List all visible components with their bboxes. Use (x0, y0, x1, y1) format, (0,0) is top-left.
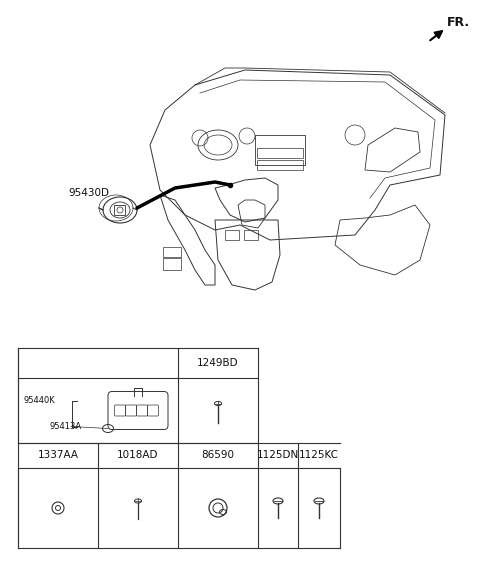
Text: 1249BD: 1249BD (197, 358, 239, 368)
Text: 95430D: 95430D (68, 188, 109, 198)
Text: 1125DN: 1125DN (257, 450, 299, 461)
Bar (163, 258, 181, 270)
Bar (257, 160, 303, 170)
Circle shape (117, 207, 123, 213)
Text: 1125KC: 1125KC (299, 450, 339, 461)
Text: 86590: 86590 (202, 450, 235, 461)
Bar (225, 230, 239, 240)
Bar (257, 148, 303, 158)
Text: 1337AA: 1337AA (37, 450, 79, 461)
Text: 95440K: 95440K (24, 396, 56, 405)
Bar (255, 135, 305, 165)
Text: FR.: FR. (447, 16, 470, 29)
Text: 95413A: 95413A (50, 422, 82, 431)
Bar (163, 247, 181, 257)
Circle shape (56, 506, 60, 511)
Bar (244, 230, 258, 240)
Text: 1018AD: 1018AD (117, 450, 159, 461)
Bar (114, 205, 125, 215)
